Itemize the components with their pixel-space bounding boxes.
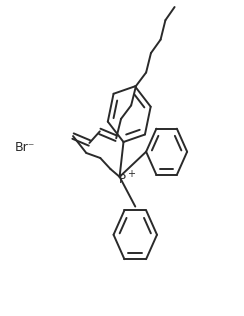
Text: P: P	[119, 173, 125, 186]
Text: +: +	[127, 169, 135, 179]
Text: Br⁻: Br⁻	[15, 141, 35, 154]
